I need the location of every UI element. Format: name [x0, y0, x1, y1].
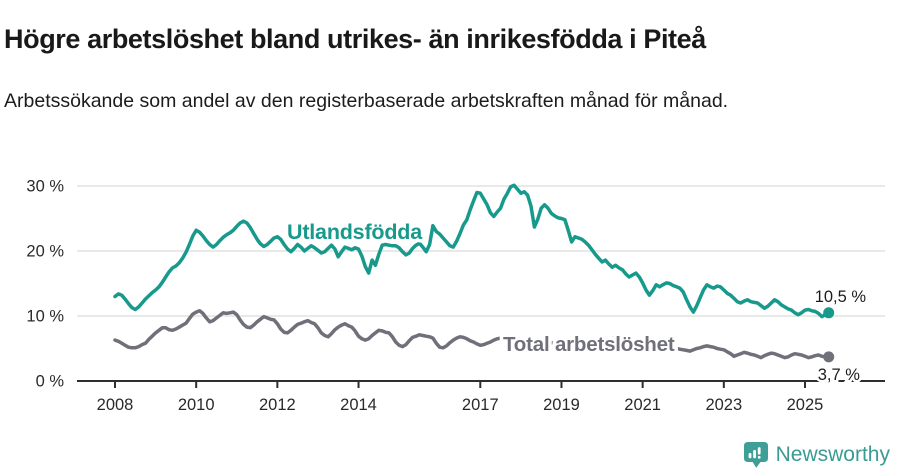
newsworthy-brand-text: Newsworthy: [775, 443, 890, 466]
series-line-total-arbetsloshet: [113, 309, 831, 360]
page-subtitle: Arbetssökande som andel av den registerb…: [4, 89, 729, 112]
x-axis-tick-label: 2023: [705, 396, 742, 414]
series-end-dot-total-arbetsloshet: [823, 351, 835, 363]
y-axis-tick-label: 10 %: [26, 308, 64, 326]
y-axis-tick-label: 20 %: [26, 243, 64, 261]
y-axis-tick-label: 0 %: [36, 373, 65, 391]
x-axis-tick-label: 2010: [178, 396, 215, 414]
series-end-value-label-utlandsfodda: 10,5 %: [815, 288, 867, 306]
series-end-value-label-total-arbetsloshet: 3,7 %: [818, 366, 861, 384]
x-axis-tick-label: 2019: [543, 396, 580, 414]
x-axis-tick-label: 2017: [462, 396, 499, 414]
newsworthy-logo[interactable]: Newsworthy: [743, 441, 890, 469]
series-label-total-arbetsloshet: Total arbetslöshet: [503, 333, 675, 356]
series-label-utlandsfodda: Utlandsfödda: [287, 220, 423, 244]
series-end-dot-utlandsfodda: [823, 307, 835, 319]
unemployment-line-chart: 0 % 10 % 20 % 30 % 2008 2010 2012 2014 2017 2019 2…: [26, 178, 885, 414]
x-axis-tick-label: 2012: [259, 396, 296, 414]
x-axis-tick-label: 2008: [97, 396, 134, 414]
y-axis-tick-label: 30 %: [26, 178, 64, 196]
x-axis-tick-label: 2021: [624, 396, 661, 414]
x-axis-tick-label: 2025: [787, 396, 824, 414]
newsworthy-badge-icon: [743, 442, 768, 468]
series-line-utlandsfodda: [113, 183, 831, 319]
x-axis-tick-label: 2014: [340, 396, 377, 414]
page-title: Högre arbetslöshet bland utrikes- än inr…: [4, 24, 706, 55]
